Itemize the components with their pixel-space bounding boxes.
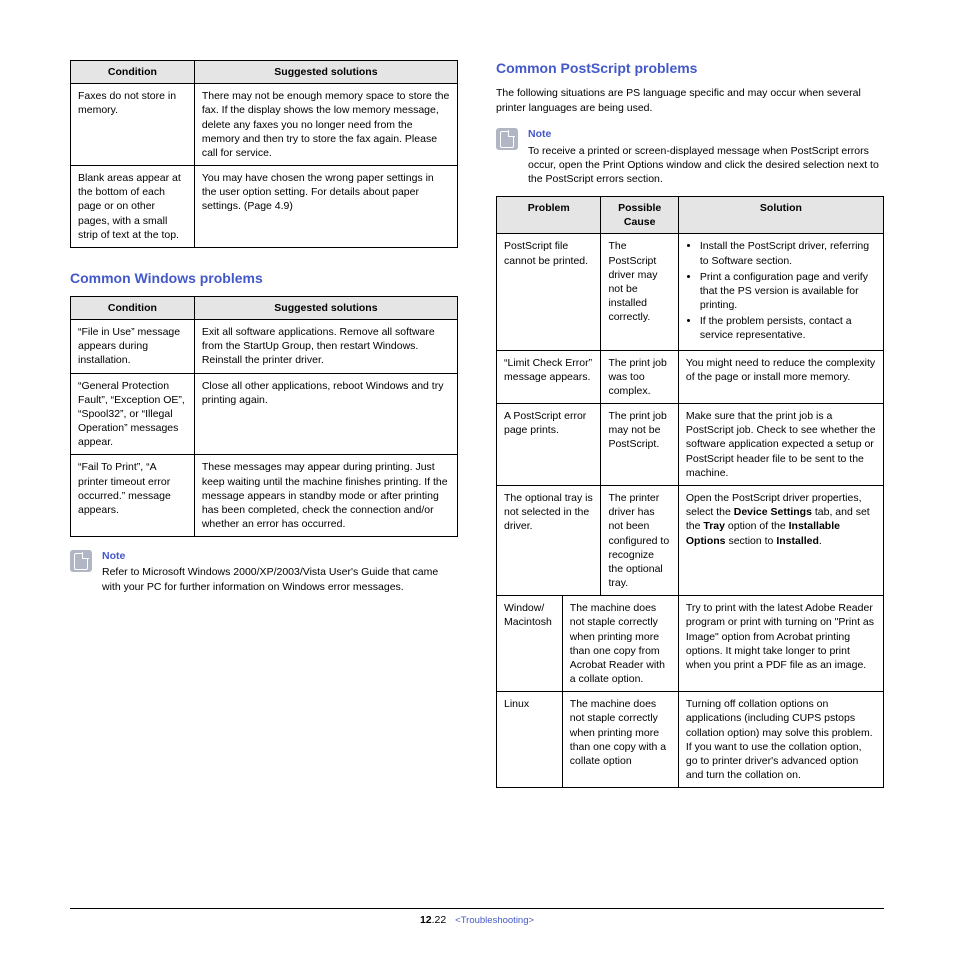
note-body: Note Refer to Microsoft Windows 2000/XP/… bbox=[102, 549, 458, 594]
windows-problems-heading: Common Windows problems bbox=[70, 270, 458, 286]
page-number-minor: .22 bbox=[432, 914, 447, 926]
solution-cell: Exit all software applications. Remove a… bbox=[194, 320, 457, 374]
solution-item: Install the PostScript driver, referring… bbox=[700, 239, 876, 267]
table-row: Blank areas appear at the bottom of each… bbox=[71, 166, 458, 248]
table-row: Faxes do not store in memory. There may … bbox=[71, 84, 458, 166]
cause-cell: The printer driver has not been configur… bbox=[601, 485, 678, 595]
condition-cell: “Fail To Print”, “A printer timeout erro… bbox=[71, 455, 195, 537]
note-icon bbox=[70, 550, 92, 572]
table-row: “File in Use” message appears during ins… bbox=[71, 320, 458, 374]
table-row: “Limit Check Error” message appears. The… bbox=[497, 350, 884, 404]
fax-problems-table: Condition Suggested solutions Faxes do n… bbox=[70, 60, 458, 248]
right-column: Common PostScript problems The following… bbox=[496, 60, 884, 788]
solution-cell: Make sure that the print job is a PostSc… bbox=[678, 404, 883, 486]
table-header: Suggested solutions bbox=[194, 296, 457, 319]
page-footer: 12.22 <Troubleshooting> bbox=[70, 908, 884, 926]
table-row: “General Protection Fault”, “Exception O… bbox=[71, 373, 458, 455]
postscript-note: Note To receive a printed or screen-disp… bbox=[496, 127, 884, 186]
solution-cell: These messages may appear during printin… bbox=[194, 455, 457, 537]
postscript-problems-heading: Common PostScript problems bbox=[496, 60, 884, 76]
cause-cell: The print job was too complex. bbox=[601, 350, 678, 404]
table-row: Window/ Macintosh The machine does not s… bbox=[497, 596, 884, 692]
table-header: Possible Cause bbox=[601, 197, 678, 234]
cause-cell: The PostScript driver may not be install… bbox=[601, 234, 678, 350]
solution-item: Print a configuration page and verify th… bbox=[700, 270, 876, 313]
solution-item: If the problem persists, contact a servi… bbox=[700, 314, 876, 342]
table-header: Suggested solutions bbox=[194, 61, 457, 84]
solution-cell: You may have chosen the wrong paper sett… bbox=[194, 166, 457, 248]
table-row: “Fail To Print”, “A printer timeout erro… bbox=[71, 455, 458, 537]
problem-cell: Window/ Macintosh bbox=[497, 596, 563, 692]
table-header: Problem bbox=[497, 197, 601, 234]
note-text: To receive a printed or screen-displayed… bbox=[528, 145, 879, 185]
solution-cell: Turning off collation options on applica… bbox=[678, 692, 883, 788]
note-text: Refer to Microsoft Windows 2000/XP/2003/… bbox=[102, 566, 438, 592]
note-label: Note bbox=[528, 127, 884, 141]
condition-cell: “General Protection Fault”, “Exception O… bbox=[71, 373, 195, 455]
table-header: Condition bbox=[71, 296, 195, 319]
table-header: Condition bbox=[71, 61, 195, 84]
solution-cell: Open the PostScript driver properties, s… bbox=[678, 485, 883, 595]
postscript-intro: The following situations are PS language… bbox=[496, 86, 884, 115]
note-icon bbox=[496, 128, 518, 150]
condition-cell: “File in Use” message appears during ins… bbox=[71, 320, 195, 374]
cause-cell: The machine does not staple correctly wh… bbox=[562, 692, 678, 788]
windows-note: Note Refer to Microsoft Windows 2000/XP/… bbox=[70, 549, 458, 594]
cause-cell: The machine does not staple correctly wh… bbox=[562, 596, 678, 692]
postscript-problems-table: Problem Possible Cause Solution PostScri… bbox=[496, 196, 884, 788]
solution-cell: Close all other applications, reboot Win… bbox=[194, 373, 457, 455]
problem-cell: PostScript file cannot be printed. bbox=[497, 234, 601, 350]
table-row: A PostScript error page prints. The prin… bbox=[497, 404, 884, 486]
problem-cell: Linux bbox=[497, 692, 563, 788]
table-header: Solution bbox=[678, 197, 883, 234]
note-label: Note bbox=[102, 549, 458, 563]
note-body: Note To receive a printed or screen-disp… bbox=[528, 127, 884, 186]
solution-cell: Try to print with the latest Adobe Reade… bbox=[678, 596, 883, 692]
cause-cell: The print job may not be PostScript. bbox=[601, 404, 678, 486]
page-content: Condition Suggested solutions Faxes do n… bbox=[0, 0, 954, 788]
problem-cell: The optional tray is not selected in the… bbox=[497, 485, 601, 595]
condition-cell: Faxes do not store in memory. bbox=[71, 84, 195, 166]
left-column: Condition Suggested solutions Faxes do n… bbox=[70, 60, 458, 788]
solution-cell: There may not be enough memory space to … bbox=[194, 84, 457, 166]
table-row: PostScript file cannot be printed. The P… bbox=[497, 234, 884, 350]
problem-cell: “Limit Check Error” message appears. bbox=[497, 350, 601, 404]
windows-problems-table: Condition Suggested solutions “File in U… bbox=[70, 296, 458, 537]
page-number-major: 12 bbox=[420, 914, 432, 926]
table-row: Linux The machine does not staple correc… bbox=[497, 692, 884, 788]
solution-cell: Install the PostScript driver, referring… bbox=[678, 234, 883, 350]
condition-cell: Blank areas appear at the bottom of each… bbox=[71, 166, 195, 248]
solution-cell: You might need to reduce the complexity … bbox=[678, 350, 883, 404]
table-row: The optional tray is not selected in the… bbox=[497, 485, 884, 595]
problem-cell: A PostScript error page prints. bbox=[497, 404, 601, 486]
footer-section: <Troubleshooting> bbox=[455, 915, 534, 926]
